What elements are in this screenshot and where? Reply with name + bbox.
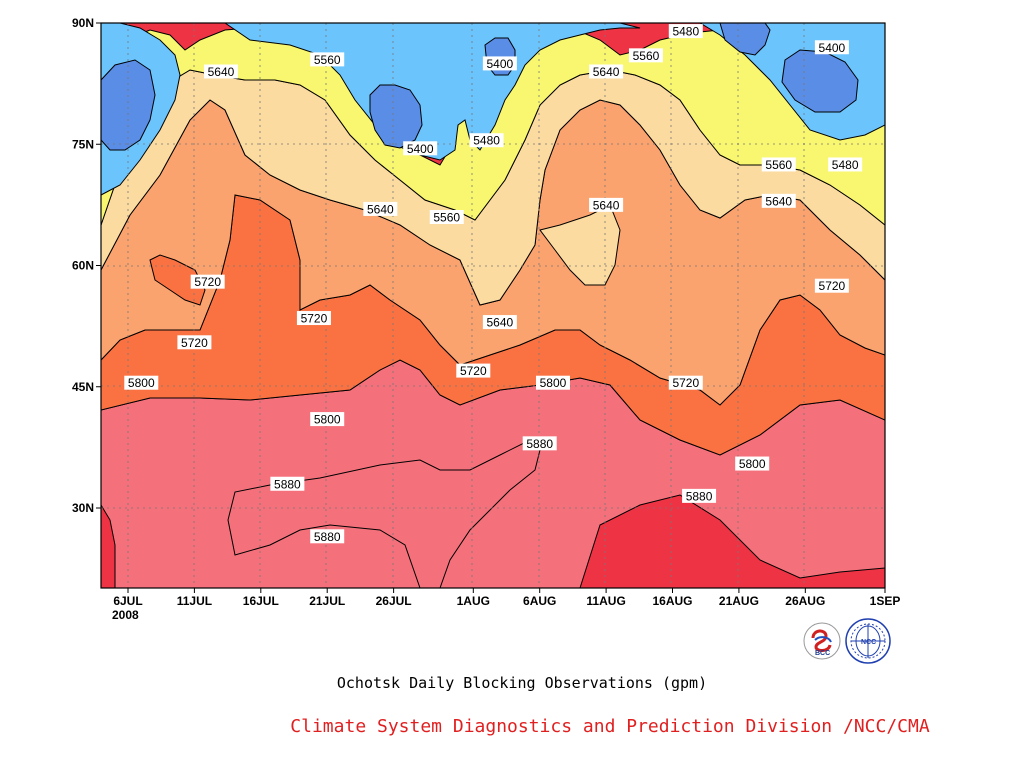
contour-label: 5880 [526,437,553,451]
x-tick-label: 26JUL [376,594,412,608]
contour-label: 5400 [487,57,514,71]
contour-label: 5720 [181,336,208,350]
contour-label: 5640 [593,198,620,212]
y-tick-label: 90N [72,16,94,30]
credit-line: Climate System Diagnostics and Predictio… [290,716,930,737]
contour-label-bg [270,476,305,491]
contour-label: 5480 [473,134,500,148]
contour-label: 5720 [194,275,221,289]
x-tick-label: 1SEP [870,594,901,608]
contour-label-bg [190,274,225,289]
contour-label: 5880 [686,489,713,503]
contour-label-bg [177,335,212,350]
x-tick-label: 21AUG [719,594,759,608]
contour-label: 5640 [487,316,514,330]
contour-label: 5560 [433,211,460,225]
contour-label: 5640 [208,65,235,79]
y-tick-label: 45N [72,380,94,394]
contour-label-bg [589,64,624,79]
contour-label: 5560 [633,49,660,63]
x-axis-year: 2008 [112,608,139,622]
contour-label: 5480 [672,25,699,39]
contour-label-bg [814,40,849,55]
contour-label-bg [310,529,345,544]
x-tick-label: 11AUG [586,594,625,608]
y-tick-label: 75N [72,137,94,151]
bcc-logo: BCC [803,622,841,660]
contour-label: 5800 [739,457,766,471]
contour-label: 5720 [819,279,846,293]
contour-labels: 5400 5400 5400 5480 5480 5480 5560 5560 5560 5560… [124,24,863,544]
contour-label-bg [682,488,717,503]
contour-label-bg [814,278,849,293]
contour-label-bg [310,412,345,427]
band-gt-5880-left [101,504,116,588]
contour-label: 5640 [765,194,792,208]
contour-label: 5800 [314,413,341,427]
x-tick-label: 21JUL [309,594,345,608]
contour-label-bg [456,363,491,378]
contour-label-bg [761,157,796,172]
plot-border [100,22,886,589]
ncc-logo: NCC [845,618,891,664]
contour-label-bg [203,64,238,79]
bcc-logo-text: BCC [815,650,830,657]
contour-label-bg [482,315,517,330]
band-lt-5400-left [101,59,156,151]
band-lt-5400-mid [369,84,423,149]
contour-label-bg [828,157,863,172]
contour-label-bg [482,56,517,71]
contour-label-bg [735,456,770,471]
contour-label-bg [429,210,464,224]
contour-label: 5720 [672,376,699,390]
band-5640-pocket [539,204,621,286]
band-5720-island [149,254,206,306]
contour-label: 5800 [128,376,155,390]
contour-label-bg [363,201,398,216]
contour-label: 5640 [593,65,620,79]
contour-label: 5880 [274,477,301,491]
y-tick-label: 60N [72,259,94,273]
x-tick-label: 6AUG [523,594,556,608]
contour-label: 5560 [314,53,341,67]
contour-label: 5560 [765,158,792,172]
x-tick-label: 26AUG [785,594,825,608]
contour-fill-layer [101,23,885,588]
contour-label: 5720 [301,312,328,326]
contour-label: 5640 [367,202,394,216]
contour-label: 5400 [407,142,434,156]
contour-label: 5720 [460,364,487,378]
contour-label-bg [589,197,624,212]
contour-label-bg [310,52,345,67]
contour-label-bg [296,311,331,326]
contour-label-bg [124,375,159,390]
contour-label-bg [628,48,663,63]
y-tick-label: 30N [72,501,94,515]
contour-label: 5400 [819,41,846,55]
contour-label-bg [668,24,703,39]
contour-label: 5800 [540,376,567,390]
contour-label-bg [761,193,796,208]
contour-label-bg [403,141,438,156]
contour-label-bg [469,133,504,148]
grid [101,23,885,588]
contour-label: 5480 [832,158,859,172]
x-axis: 6JUL 11JUL 16JUL 21JUL 26JUL 1AUG 6AUG 11AUG 16A… [113,588,900,608]
x-tick-label: 16JUL [243,594,279,608]
contour-label-bg [535,375,570,390]
x-tick-label: 1AUG [457,594,490,608]
contour-label-bg [668,375,703,390]
x-tick-label: 11JUL [177,594,212,608]
x-tick-label: 16AUG [653,594,693,608]
y-axis: 90N 75N 60N 45N 30N [72,16,101,515]
x-tick-label: 6JUL [113,594,142,608]
ncc-logo-text: NCC [861,639,876,646]
contour-label-bg [522,436,557,451]
chart-title: Ochotsk Daily Blocking Observations (gpm… [337,674,707,692]
contour-label: 5880 [314,530,341,544]
